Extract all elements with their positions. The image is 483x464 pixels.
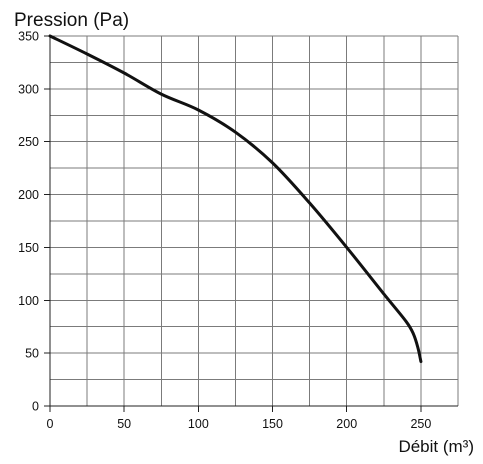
y-tick-label: 250 [18, 135, 39, 149]
grid [50, 35, 459, 406]
pressure-flow-curve [48, 34, 423, 364]
y-tick-label: 150 [18, 241, 39, 255]
y-tick-label: 200 [18, 188, 39, 202]
y-tick-label: 300 [18, 82, 39, 96]
x-tick-label: 50 [117, 417, 131, 431]
x-tick-label: 100 [188, 417, 209, 431]
x-tick-label: 150 [262, 417, 283, 431]
x-tick-label: 0 [47, 417, 54, 431]
y-tick-label: 350 [18, 30, 39, 44]
series-layer [48, 34, 423, 364]
labels-layer: Pression (Pa) Débit (m³) 0 50 100 150 200 250… [14, 10, 474, 456]
y-tick-label: 0 [32, 400, 39, 414]
y-tick-label: 100 [18, 294, 39, 308]
y-tick-label: 50 [25, 347, 39, 361]
x-axis-title: Débit (m³) [398, 437, 474, 456]
x-tick-label: 250 [410, 417, 431, 431]
axes [44, 35, 458, 412]
y-axis-title: Pression (Pa) [14, 10, 129, 31]
x-tick-label: 200 [336, 417, 357, 431]
